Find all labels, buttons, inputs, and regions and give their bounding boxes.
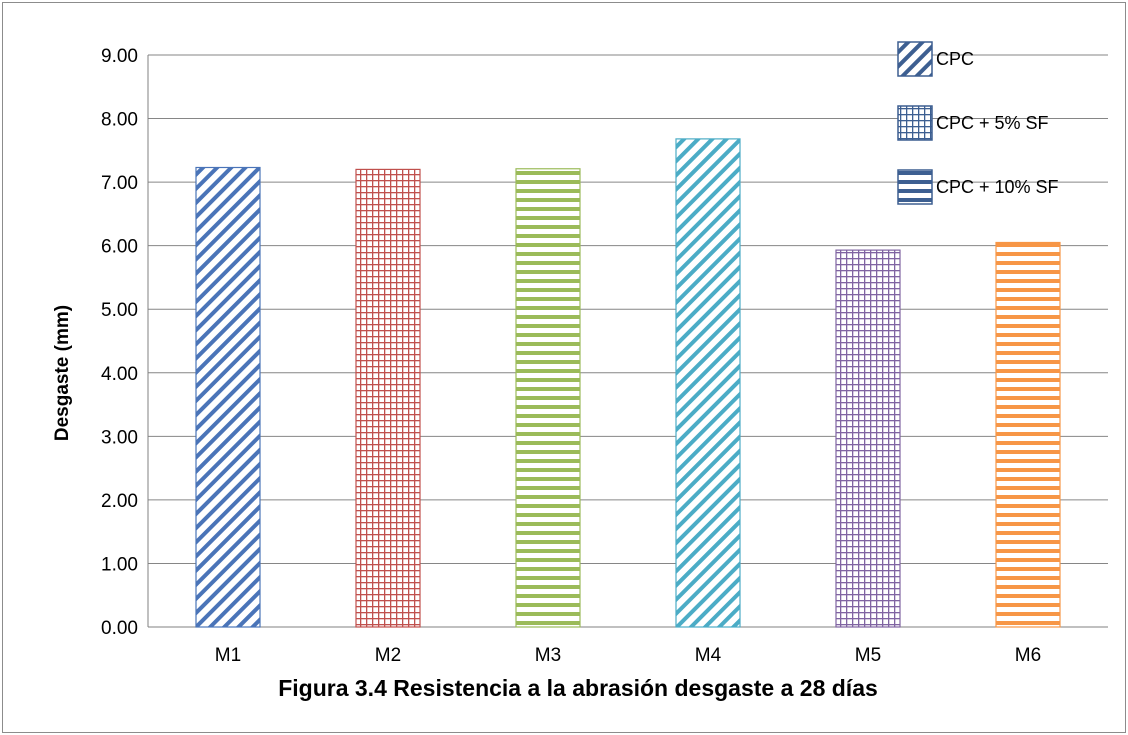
bar-m3 bbox=[515, 168, 581, 628]
bar-m4 bbox=[675, 138, 741, 628]
y-tick-label: 4.00 bbox=[101, 364, 138, 385]
legend: CPC CPC + 5% SF CPC + 10% SF bbox=[897, 41, 1059, 205]
legend-label: CPC bbox=[936, 49, 974, 69]
bar-m6 bbox=[995, 241, 1061, 628]
x-tick-label: M2 bbox=[375, 645, 401, 666]
bar-m5 bbox=[835, 249, 901, 628]
y-axis-tick-labels: 0.00 1.00 2.00 3.00 4.00 5.00 6.00 7.00 8.00 9.00 bbox=[101, 46, 138, 639]
bar-m2 bbox=[355, 168, 421, 628]
y-tick-label: 6.00 bbox=[101, 237, 138, 258]
x-axis-tick-labels: M1 M2 M3 M4 M5 M6 bbox=[215, 645, 1041, 666]
legend-label: CPC + 5% SF bbox=[936, 113, 1049, 133]
bars bbox=[195, 138, 1061, 628]
y-tick-label: 3.00 bbox=[101, 427, 138, 448]
chart-title: Figura 3.4 Resistencia a la abrasión des… bbox=[278, 675, 878, 701]
bar-m1 bbox=[195, 166, 261, 628]
x-tick-label: M1 bbox=[215, 645, 241, 666]
y-tick-label: 0.00 bbox=[101, 618, 138, 639]
gridlines bbox=[147, 54, 1108, 628]
y-axis-title: Desgaste (mm) bbox=[52, 305, 73, 441]
x-tick-label: M5 bbox=[855, 645, 881, 666]
legend-swatch bbox=[897, 105, 933, 141]
y-tick-label: 1.00 bbox=[101, 554, 138, 575]
legend-item: CPC bbox=[897, 41, 974, 77]
legend-label: CPC + 10% SF bbox=[936, 177, 1059, 197]
legend-swatch bbox=[897, 169, 933, 205]
legend-swatch bbox=[897, 41, 933, 77]
legend-item: CPC + 5% SF bbox=[897, 105, 1049, 141]
y-tick-label: 2.00 bbox=[101, 491, 138, 512]
y-tick-label: 5.00 bbox=[101, 300, 138, 321]
y-tick-label: 9.00 bbox=[101, 46, 138, 67]
x-tick-label: M6 bbox=[1015, 645, 1041, 666]
y-tick-label: 7.00 bbox=[101, 173, 138, 194]
x-tick-label: M4 bbox=[695, 645, 722, 666]
legend-item: CPC + 10% SF bbox=[897, 169, 1059, 205]
x-tick-label: M3 bbox=[535, 645, 561, 666]
y-tick-label: 8.00 bbox=[101, 110, 138, 131]
